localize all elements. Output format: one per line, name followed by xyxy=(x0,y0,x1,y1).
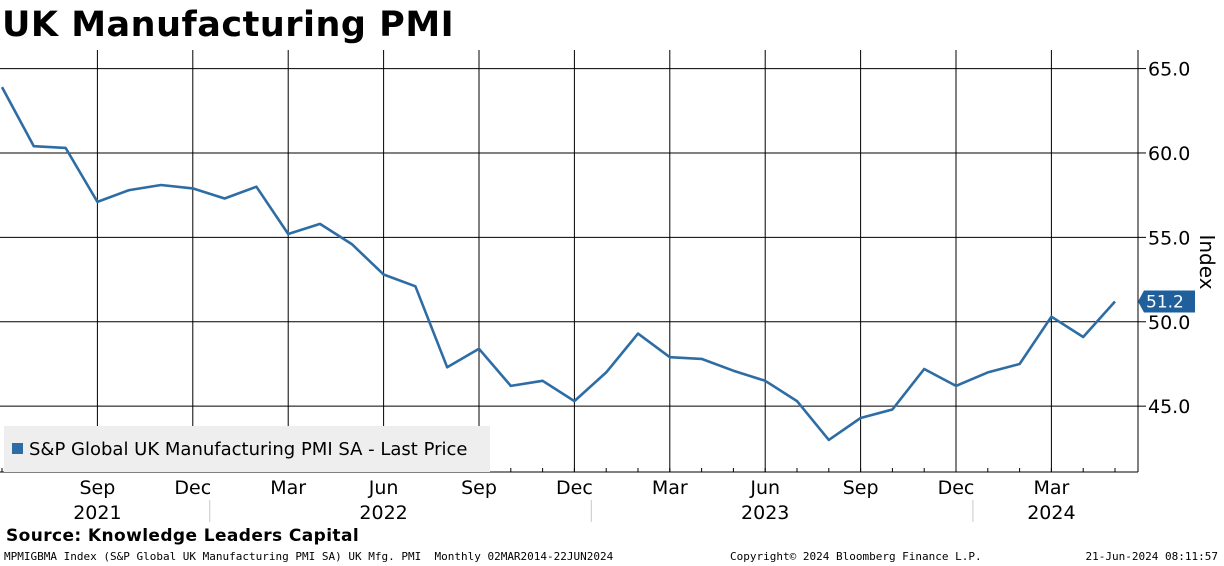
last-value-marker: 51.2 xyxy=(1138,290,1195,313)
last-value-label: 51.2 xyxy=(1146,293,1184,313)
grid xyxy=(0,50,1138,472)
x-tick-label: Dec xyxy=(556,477,593,499)
x-year-label: 2021 xyxy=(73,502,121,524)
legend-box xyxy=(4,426,490,472)
series-layer xyxy=(0,86,1116,442)
x-tick-label: Sep xyxy=(461,477,497,499)
footer-index-info: MPMIGBMA Index (S&P Global UK Manufactur… xyxy=(4,550,614,563)
x-year-label: 2023 xyxy=(741,502,789,524)
x-tick-label: Sep xyxy=(79,477,115,499)
y-axis-label: Index xyxy=(1195,234,1219,289)
x-tick-label: Sep xyxy=(843,477,879,499)
x-tick-label: Mar xyxy=(1033,477,1069,499)
y-tick-label: 50.0 xyxy=(1148,312,1190,334)
last-value-marker-shape xyxy=(1138,290,1195,313)
source-note: Source: Knowledge Leaders Capital xyxy=(6,526,360,546)
legend-label: S&P Global UK Manufacturing PMI SA - Las… xyxy=(29,439,468,460)
chart-title: UK Manufacturing PMI xyxy=(2,5,455,45)
x-tick-label: Mar xyxy=(270,477,306,499)
x-tick-label: Dec xyxy=(938,477,975,499)
y-tick-label: 65.0 xyxy=(1148,59,1190,81)
y-tick-label: 45.0 xyxy=(1148,396,1190,418)
x-tick-label: Dec xyxy=(174,477,211,499)
legend: S&P Global UK Manufacturing PMI SA - Las… xyxy=(4,426,490,472)
y-ticks: 65.0 60.0 55.0 50.0 45.0 xyxy=(1138,59,1190,418)
x-tick-label: Jun xyxy=(749,477,780,499)
y-tick-label: 55.0 xyxy=(1148,227,1190,249)
x-year-label: 2022 xyxy=(359,502,407,524)
x-year-label: 2024 xyxy=(1027,502,1075,524)
x-tick-label: Jun xyxy=(368,477,399,499)
axes xyxy=(0,50,1139,473)
x-tick-label: Mar xyxy=(652,477,688,499)
y-tick-label: 60.0 xyxy=(1148,143,1190,165)
legend-swatch xyxy=(12,443,23,454)
footer-timestamp: 21-Jun-2024 08:11:57 xyxy=(1085,550,1218,563)
footer-copyright: Copyright© 2024 Bloomberg Finance L.P. xyxy=(730,550,982,563)
series-line xyxy=(0,86,1116,442)
x-ticks: Sep 2021 Dec Mar Jun 2022 Sep Dec Mar Jun 2023 Sep D… xyxy=(1,468,1116,524)
